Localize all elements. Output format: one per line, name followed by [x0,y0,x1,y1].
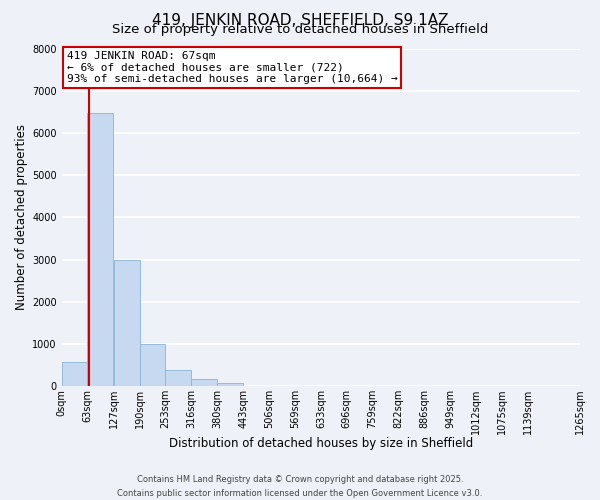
Y-axis label: Number of detached properties: Number of detached properties [15,124,28,310]
Bar [62,362,88,386]
Bar [88,113,113,386]
Text: Contains HM Land Registry data © Crown copyright and database right 2025.
Contai: Contains HM Land Registry data © Crown c… [118,476,482,498]
Text: 419 JENKIN ROAD: 67sqm
← 6% of detached houses are smaller (722)
93% of semi-det: 419 JENKIN ROAD: 67sqm ← 6% of detached … [67,50,398,84]
Bar [113,260,140,386]
Bar [217,382,243,386]
X-axis label: Distribution of detached houses by size in Sheffield: Distribution of detached houses by size … [169,437,473,450]
Bar [140,344,166,386]
Text: Size of property relative to detached houses in Sheffield: Size of property relative to detached ho… [112,22,488,36]
Bar [166,370,191,386]
Text: 419, JENKIN ROAD, SHEFFIELD, S9 1AZ: 419, JENKIN ROAD, SHEFFIELD, S9 1AZ [152,12,448,28]
Bar [191,379,217,386]
